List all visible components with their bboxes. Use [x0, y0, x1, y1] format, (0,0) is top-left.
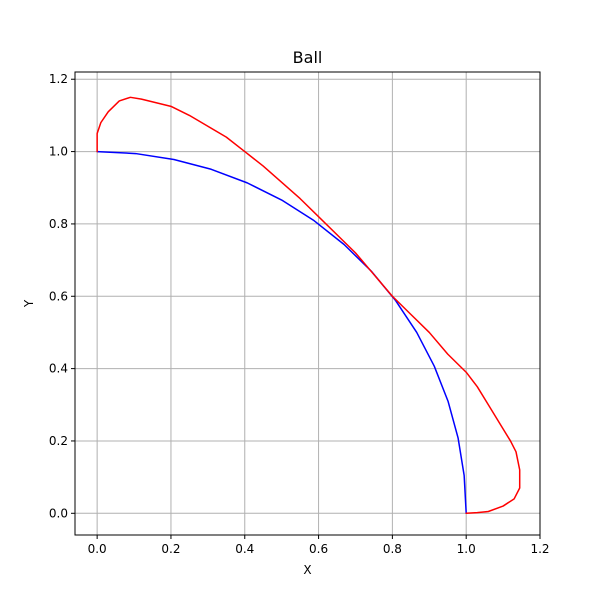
- grid: [75, 72, 541, 535]
- y-tick-label: 0.0: [49, 506, 68, 520]
- series-layer: [96, 96, 521, 515]
- ticks: 0.0 0.2 0.4 0.6 0.8 1.0 1.2 0.0 0.2 0.4 0.6 0.8 1.0 1…: [49, 72, 550, 556]
- y-tick-label: 0.8: [49, 217, 68, 231]
- y-tick-label: 0.6: [49, 289, 68, 303]
- x-tick-label: 0.2: [161, 542, 180, 556]
- y-tick-label: 1.2: [49, 72, 68, 86]
- x-axis-label: X: [303, 563, 311, 577]
- blue-series-line: [96, 150, 467, 515]
- x-tick-label: 0.4: [235, 542, 254, 556]
- x-tick-label: 0.0: [88, 542, 107, 556]
- chart-title: Ball: [293, 48, 323, 67]
- x-tick-label: 0.6: [309, 542, 328, 556]
- y-tick-label: 0.4: [49, 362, 68, 376]
- x-tick-label: 1.2: [530, 542, 549, 556]
- red-series-line: [96, 96, 521, 515]
- y-axis-label: Y: [22, 299, 36, 308]
- plot-frame: [74, 71, 541, 536]
- y-tick-label: 1.0: [49, 145, 68, 159]
- x-tick-label: 0.8: [383, 542, 402, 556]
- x-tick-label: 1.0: [457, 542, 476, 556]
- y-tick-label: 0.2: [49, 434, 68, 448]
